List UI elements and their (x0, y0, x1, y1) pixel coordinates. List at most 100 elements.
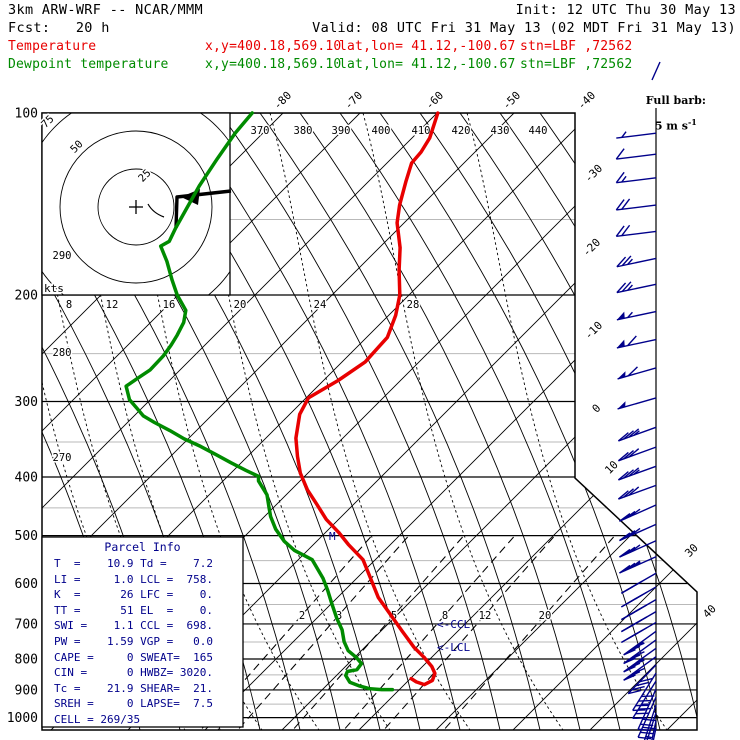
hodograph-trace (174, 189, 232, 229)
pressure-label: 900 (15, 683, 38, 698)
barb-legend-line2: 5 m s (654, 119, 688, 133)
isotherm-label: 0 (590, 402, 604, 416)
hodograph-rings (42, 113, 230, 295)
parcel-info-line: LI = 1.0 LCL = 758. (54, 572, 213, 586)
dry-adiabat-line (459, 113, 697, 730)
isotherm-label: 10 (602, 458, 621, 477)
pressure-label: 400 (15, 471, 38, 486)
mixing-ratio-label: 3 (336, 610, 342, 622)
wind-barb (619, 540, 657, 558)
isotherm-line (42, 113, 438, 730)
moist-adiabat-label: 28 (407, 299, 420, 311)
wind-barb (619, 504, 657, 522)
wind-barb (617, 366, 657, 380)
wind-barb (619, 556, 657, 574)
pressure-label: 700 (15, 617, 38, 632)
parcel-info-line: CELL = 269/35 (54, 712, 141, 726)
dry-adiabat-label: 410 (412, 125, 431, 137)
temperature-xy: x,y=400.18,569.10 (205, 39, 342, 54)
dewpoint-legend-label: Dewpoint temperature (8, 57, 169, 72)
wind-barb (617, 465, 657, 481)
dry-adiabat-label: 270 (53, 452, 72, 464)
moist-adiabat-line (269, 113, 471, 730)
isotherm-line (204, 113, 697, 730)
wind-barb (621, 572, 657, 594)
parcel-info-line: PW = 1.59 VGP = 0.0 (54, 634, 213, 648)
wind-barb (646, 712, 657, 740)
wind-barbs (615, 131, 657, 740)
mixing-ratio-label: 20 (539, 610, 552, 622)
wind-barb (651, 720, 657, 740)
dry-adiabat-line (299, 113, 581, 730)
mixing-ratio-label: 5 (391, 610, 397, 622)
valid-time: Valid: 08 UTC Fri 31 May 13 (02 MDT Fri … (312, 20, 736, 36)
moist-adiabat-line (466, 113, 668, 730)
wind-barb (623, 639, 657, 665)
moist-adiabat-line (42, 113, 186, 730)
fcst-hour: Fcst: 20 h (8, 20, 110, 36)
moist-adiabat-label: 20 (234, 299, 247, 311)
parcel-info-line: CAPE = 0 SWEAT= 165 (54, 650, 213, 664)
init-time: Init: 12 UTC Thu 30 May 13 (515, 2, 736, 18)
dry-adiabat-line (259, 113, 541, 730)
pressure-label: 300 (15, 395, 38, 410)
wind-barb (616, 335, 657, 349)
wind-barb (615, 198, 657, 211)
dry-adiabat-label: 390 (332, 125, 351, 137)
mixing-ratio-line (383, 536, 554, 730)
isotherm-line (42, 113, 515, 730)
dewpoint-xy: x,y=400.18,569.10 (205, 57, 342, 72)
dry-adiabat-line (219, 113, 501, 730)
wind-barb-legend: Full barb: 5 m s-1 (622, 84, 722, 132)
parcel-info-line: Tc = 21.9 SHEAR= 21. (54, 681, 213, 695)
wind-barb (632, 672, 657, 712)
mixing-ratio-line (292, 536, 463, 730)
isotherm-label: 30 (682, 541, 701, 560)
isotherm-label: -40 (575, 89, 598, 112)
wind-barb (616, 310, 657, 321)
mixing-ratio-label: 8 (442, 610, 448, 622)
parcel-info-line: TT = 51 EL = 0. (54, 603, 213, 617)
moist-adiabat-line (61, 113, 263, 730)
hodograph-ring (97, 168, 175, 246)
dry-adiabat-line (339, 113, 621, 730)
mixing-ratio-label: 2 (299, 610, 305, 622)
wind-barb (617, 446, 657, 462)
ccl-annotation: <-CCL (437, 618, 470, 631)
wind-barb (623, 630, 657, 656)
wind-barb (616, 131, 657, 139)
parcel-info-line: T = 10.9 Td = 7.2 (54, 557, 213, 570)
dry-adiabat-label: 280 (53, 347, 72, 359)
dry-adiabat-line (179, 113, 461, 730)
dry-adiabat-label: 290 (53, 250, 72, 262)
dry-adiabat-label: 370 (251, 125, 270, 137)
isotherm-line (281, 113, 697, 730)
barb-legend-exponent: -1 (687, 117, 697, 127)
barb-legend-line1: Full barb: (645, 94, 706, 107)
wind-barb (617, 484, 657, 500)
wind-barb (652, 727, 657, 740)
moist-adiabat-label: 16 (163, 299, 176, 311)
temperature-curve (294, 111, 440, 687)
parcel-info-table: T = 10.9 Td = 7.2 LI = 1.0 LCL = 758. K = … (54, 556, 213, 728)
isotherm-line (42, 113, 361, 730)
pressure-label: 1000 (7, 711, 38, 726)
temperature-latlon: lat,lon= 41.12,-100.67 (339, 39, 516, 54)
mixing-ratio-line (237, 536, 408, 730)
parcel-info-title: Parcel Info (104, 540, 181, 554)
isotherm-line (589, 113, 697, 730)
moist-adiabat-line (118, 113, 320, 730)
isotherm-label: -70 (342, 89, 365, 112)
dry-adiabat-line (419, 113, 697, 730)
dry-adiabat-line (379, 113, 661, 730)
moist-adiabat-line (362, 113, 564, 730)
isotherm-line (512, 113, 697, 730)
moist-adiabat-label: 8 (66, 299, 72, 311)
wind-barb (615, 171, 657, 184)
wind-barb (623, 647, 657, 673)
parcel-info-line: SWI = 1.1 CCL = 698. (54, 619, 213, 633)
wind-barb (621, 611, 657, 633)
